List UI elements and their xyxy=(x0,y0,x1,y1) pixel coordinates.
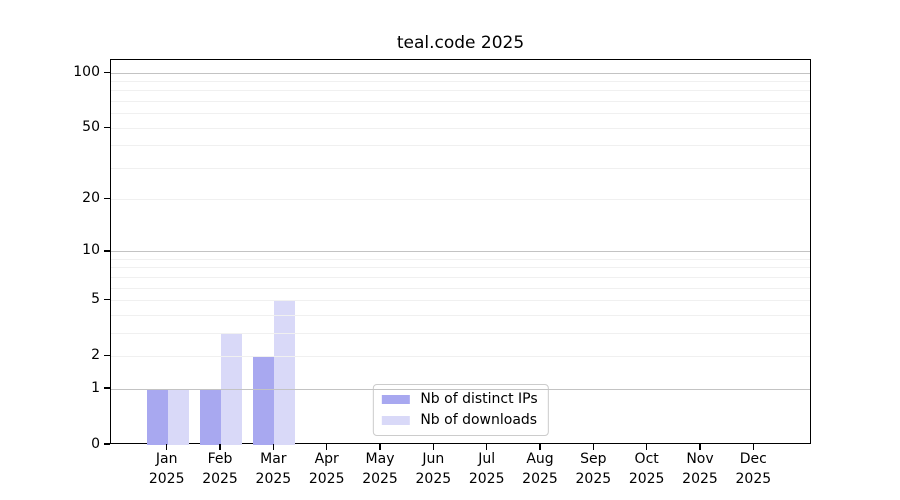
y-tick xyxy=(103,126,110,128)
y-tick xyxy=(103,298,110,301)
gridline-major xyxy=(111,251,810,253)
x-tick-month: Mar xyxy=(260,451,287,467)
x-tick-label: Apr 2025 xyxy=(295,449,359,489)
x-tick-month: Jul xyxy=(478,451,496,467)
x-tick-year: 2025 xyxy=(575,471,612,487)
y-tick-label: 50 xyxy=(82,118,100,135)
x-tick-year: 2025 xyxy=(415,471,452,487)
legend: Nb of distinct IPs Nb of downloads xyxy=(372,384,549,436)
x-tick-label: Feb 2025 xyxy=(188,449,252,489)
x-tick-year: 2025 xyxy=(468,471,505,487)
chart-title: teal.code 2025 xyxy=(396,33,525,53)
x-tick xyxy=(539,444,541,450)
bar-jan-distinct-ips xyxy=(146,389,168,445)
x-tick-label: May 2025 xyxy=(348,449,412,489)
x-tick-month: Apr xyxy=(314,451,339,467)
gridline-minor xyxy=(111,267,810,269)
x-tick-month: Jan xyxy=(155,451,178,467)
gridline-minor xyxy=(111,90,810,92)
gridline-minor xyxy=(111,113,810,115)
x-tick-month: Dec xyxy=(739,451,767,467)
x-tick xyxy=(166,444,168,450)
x-tick-month: Jun xyxy=(422,451,445,467)
x-tick-label: Dec 2025 xyxy=(721,449,785,489)
gridline-minor xyxy=(111,355,810,357)
x-tick-year: 2025 xyxy=(522,471,558,487)
x-tick-month: Aug xyxy=(526,451,554,467)
gridline-minor xyxy=(111,101,810,103)
bar-mar-distinct-ips xyxy=(253,356,275,445)
y-tick-label: 20 xyxy=(82,190,100,207)
gridline-minor xyxy=(111,259,810,260)
x-tick-year: 2025 xyxy=(308,471,345,487)
x-tick-month: Oct xyxy=(634,451,659,467)
x-tick-label: Jun 2025 xyxy=(401,449,465,489)
y-tick-label: 10 xyxy=(82,242,100,259)
y-tick-label: 100 xyxy=(73,63,100,80)
gridline-minor xyxy=(111,314,810,316)
y-tick xyxy=(103,198,110,200)
gridline-minor xyxy=(111,167,810,169)
x-tick-label: Sep 2025 xyxy=(561,449,625,489)
x-tick-label: Jan 2025 xyxy=(135,449,199,489)
gridline-minor xyxy=(111,276,810,278)
plot-area: Nb of distinct IPs Nb of downloads xyxy=(110,59,811,445)
x-tick xyxy=(645,444,648,450)
legend-label-downloads: Nb of downloads xyxy=(420,412,538,428)
x-tick-month: May xyxy=(365,451,395,467)
y-tick-label: 5 xyxy=(91,291,100,308)
x-tick-label: Jul 2025 xyxy=(455,449,519,489)
y-tick xyxy=(103,443,110,445)
gridline-minor xyxy=(111,300,810,302)
x-tick xyxy=(699,444,701,450)
x-tick-year: 2025 xyxy=(362,471,398,487)
bar-mar-downloads xyxy=(274,300,296,445)
x-tick-month: Nov xyxy=(686,451,714,467)
x-tick-year: 2025 xyxy=(148,471,185,487)
legend-item-distinct-ips: Nb of distinct IPs xyxy=(381,391,538,408)
x-tick-year: 2025 xyxy=(735,471,772,487)
x-tick-label: Aug 2025 xyxy=(508,449,572,489)
gridline-major xyxy=(111,72,810,74)
x-tick xyxy=(272,444,275,450)
y-tick-label: 1 xyxy=(91,379,100,396)
bar-feb-distinct-ips xyxy=(200,389,222,445)
gridline-minor xyxy=(111,127,810,129)
y-tick-label: 2 xyxy=(91,346,100,363)
x-tick-year: 2025 xyxy=(682,471,718,487)
x-tick-year: 2025 xyxy=(628,471,665,487)
gridline-minor xyxy=(111,287,810,289)
gridline-minor xyxy=(111,199,810,201)
x-tick xyxy=(379,444,381,450)
x-tick xyxy=(592,444,595,450)
legend-swatch-distinct-ips xyxy=(381,395,410,404)
x-tick xyxy=(752,444,755,450)
legend-swatch-downloads xyxy=(381,416,410,425)
x-tick-month: Feb xyxy=(207,451,233,467)
x-tick xyxy=(325,444,328,450)
y-tick xyxy=(103,387,110,389)
bar-jan-downloads xyxy=(167,389,189,445)
legend-item-downloads: Nb of downloads xyxy=(381,412,537,429)
x-tick-month: Sep xyxy=(580,451,607,467)
y-tick-label: 0 xyxy=(91,435,100,452)
x-tick-label: Nov 2025 xyxy=(668,449,732,489)
gridline-minor xyxy=(111,332,810,334)
gridline-major xyxy=(111,388,810,390)
legend-label-distinct-ips: Nb of distinct IPs xyxy=(420,391,538,407)
x-tick xyxy=(485,444,488,450)
x-tick-year: 2025 xyxy=(255,471,292,487)
x-tick xyxy=(219,444,221,450)
x-tick-label: Oct 2025 xyxy=(615,449,679,489)
gridline-minor xyxy=(111,145,810,147)
x-tick xyxy=(432,444,435,450)
gridline-minor xyxy=(111,81,810,83)
y-tick xyxy=(103,354,110,357)
x-tick-label: Mar 2025 xyxy=(241,449,305,489)
y-tick xyxy=(103,250,110,252)
x-tick-year: 2025 xyxy=(202,471,238,487)
y-tick xyxy=(103,71,110,73)
